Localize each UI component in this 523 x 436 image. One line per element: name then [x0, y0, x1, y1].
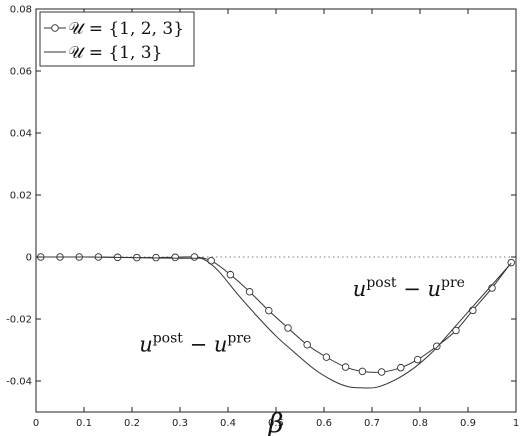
x-tick-label: 0.2	[124, 418, 140, 429]
y-tick-label: 0.04	[10, 129, 32, 140]
legend: 𝒰 = {1, 2, 3} 𝒰 = {1, 3}	[39, 11, 195, 67]
series-1-point	[377, 368, 386, 376]
annotation-part: −	[397, 277, 428, 301]
series-1-point	[397, 363, 405, 372]
series-1-point	[190, 253, 199, 261]
series-1-point	[303, 340, 311, 349]
x-tick-label: 0.3	[172, 418, 188, 429]
y-tick-label: 0.08	[10, 5, 32, 16]
x-axis-label: β	[267, 409, 283, 436]
legend-label-1: 𝒰 = {1, 2, 3}	[68, 19, 184, 39]
annotation-part: −	[183, 333, 214, 357]
series-1-point	[358, 367, 367, 376]
ticks-layer: 0 0.1 0.2 0.3 0.4 0.5 0.6 0.7 0.8 0.9 1 -0.04 -0.02 0…	[6, 5, 519, 430]
series-1-point	[265, 306, 273, 315]
x-tick-label: 0.1	[76, 418, 92, 429]
curve-annotation: upost − upre	[353, 275, 465, 301]
annotation-part: pre	[227, 331, 251, 347]
y-tick-label: 0.06	[10, 67, 32, 78]
annotation-part: u	[214, 333, 228, 357]
series-1-point	[341, 363, 350, 371]
y-tick-label: -0.02	[6, 315, 32, 326]
x-tick-label: 0.4	[220, 418, 236, 429]
series-1-point	[284, 324, 292, 332]
x-tick-label: 0	[33, 418, 39, 429]
x-tick-label: 0.8	[412, 418, 428, 429]
series-1-point	[413, 355, 422, 364]
series-1-point	[433, 342, 441, 351]
series-line-2	[40, 256, 512, 389]
series-1-point	[171, 253, 179, 262]
annotation-part: u	[353, 277, 367, 301]
annotation-part: pre	[441, 275, 465, 291]
y-tick-label: -0.04	[6, 377, 32, 388]
x-tick-label: 0.5	[268, 418, 284, 429]
legend-box	[39, 11, 195, 67]
series-1-point	[226, 270, 235, 279]
x-tick-label: 0.9	[460, 418, 476, 429]
series-1-point	[507, 258, 515, 267]
x-tick-label: 1	[513, 418, 519, 429]
annotation-part: post	[366, 275, 397, 291]
series-layer	[37, 253, 515, 389]
series-1-point	[322, 353, 331, 361]
y-tick-label: 0	[26, 253, 32, 264]
curve-annotation: upost − upre	[139, 331, 251, 357]
series-1-point	[245, 287, 254, 296]
x-tick-label: 0.7	[364, 418, 380, 429]
series-1-point	[469, 306, 477, 315]
legend-label-2: 𝒰 = {1, 3}	[68, 43, 162, 63]
annotation-part: u	[139, 333, 153, 357]
annotation-part: post	[153, 331, 184, 347]
legend-marker	[51, 24, 59, 32]
y-tick-label: 0.02	[10, 191, 32, 202]
series-1-point	[452, 326, 460, 335]
x-tick-label: 0.6	[316, 418, 332, 429]
annotation-part: u	[427, 277, 441, 301]
